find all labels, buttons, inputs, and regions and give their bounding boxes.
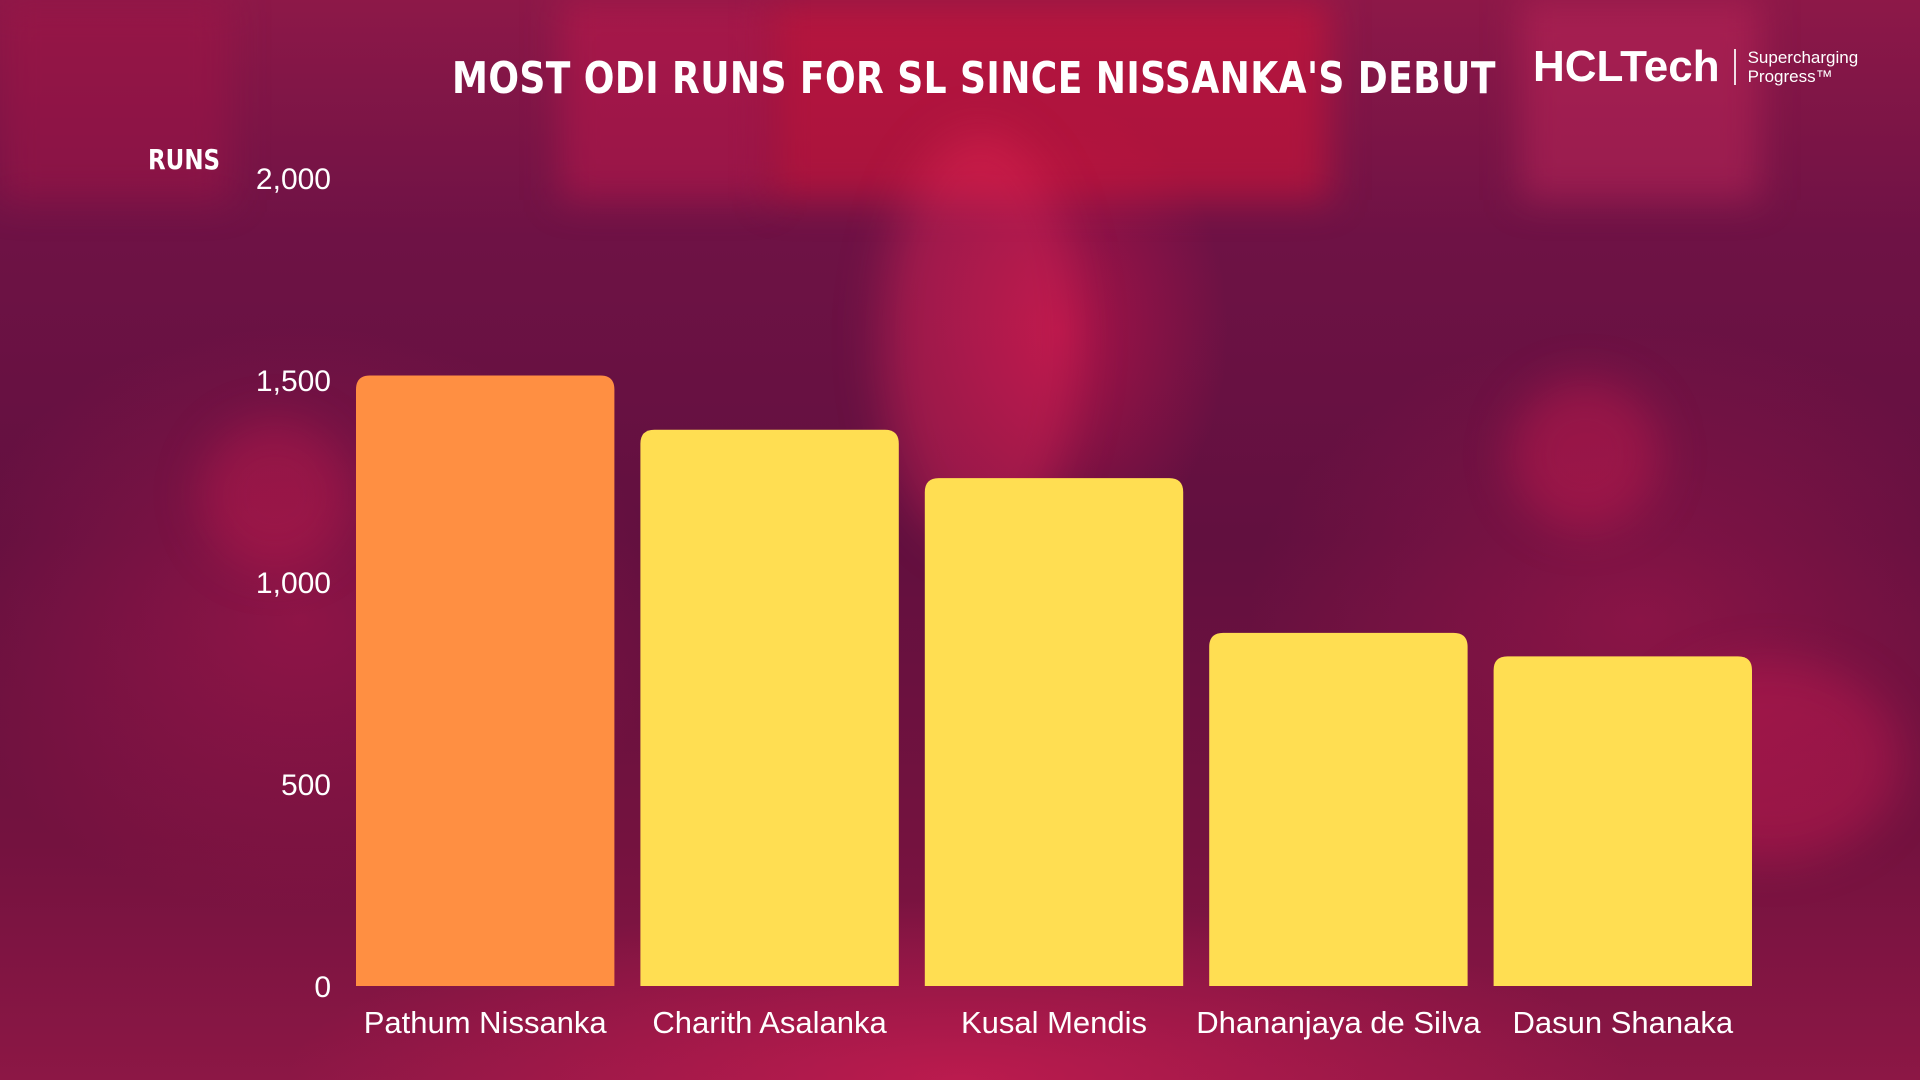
x-category-label: Dhananjaya de Silva (1196, 1005, 1481, 1040)
y-axis-label: RUNS (148, 143, 221, 176)
x-category-label: Kusal Mendis (961, 1005, 1147, 1040)
logo-tagline-line2: Progress™ (1747, 67, 1833, 86)
bar-dasun-shanaka (1493, 656, 1752, 986)
x-category-label: Charith Asalanka (652, 1005, 887, 1040)
y-tick-label: 1,000 (256, 567, 331, 600)
bar-charith-asalanka (640, 429, 899, 986)
y-tick-label: 500 (281, 769, 331, 802)
logo-tagline: Supercharging Progress™ (1748, 48, 1859, 86)
logo-wordmark: HCLTech (1533, 42, 1720, 91)
x-category-label: Pathum Nissanka (364, 1005, 608, 1040)
hcltech-logo: HCLTech Supercharging Progress™ (1533, 42, 1858, 92)
bar-kusal-mendis (924, 478, 1184, 986)
y-tick-label: 2,000 (256, 163, 331, 196)
y-tick-label: 0 (314, 971, 331, 1004)
logo-tagline-line1: Supercharging (1747, 48, 1859, 67)
y-tick-label: 1,500 (256, 365, 331, 398)
logo-divider (1733, 49, 1736, 85)
bar-dhananjaya-de-silva (1209, 632, 1468, 986)
bar-pathum-nissanka (356, 375, 615, 986)
x-category-label: Dasun Shanaka (1512, 1005, 1733, 1040)
